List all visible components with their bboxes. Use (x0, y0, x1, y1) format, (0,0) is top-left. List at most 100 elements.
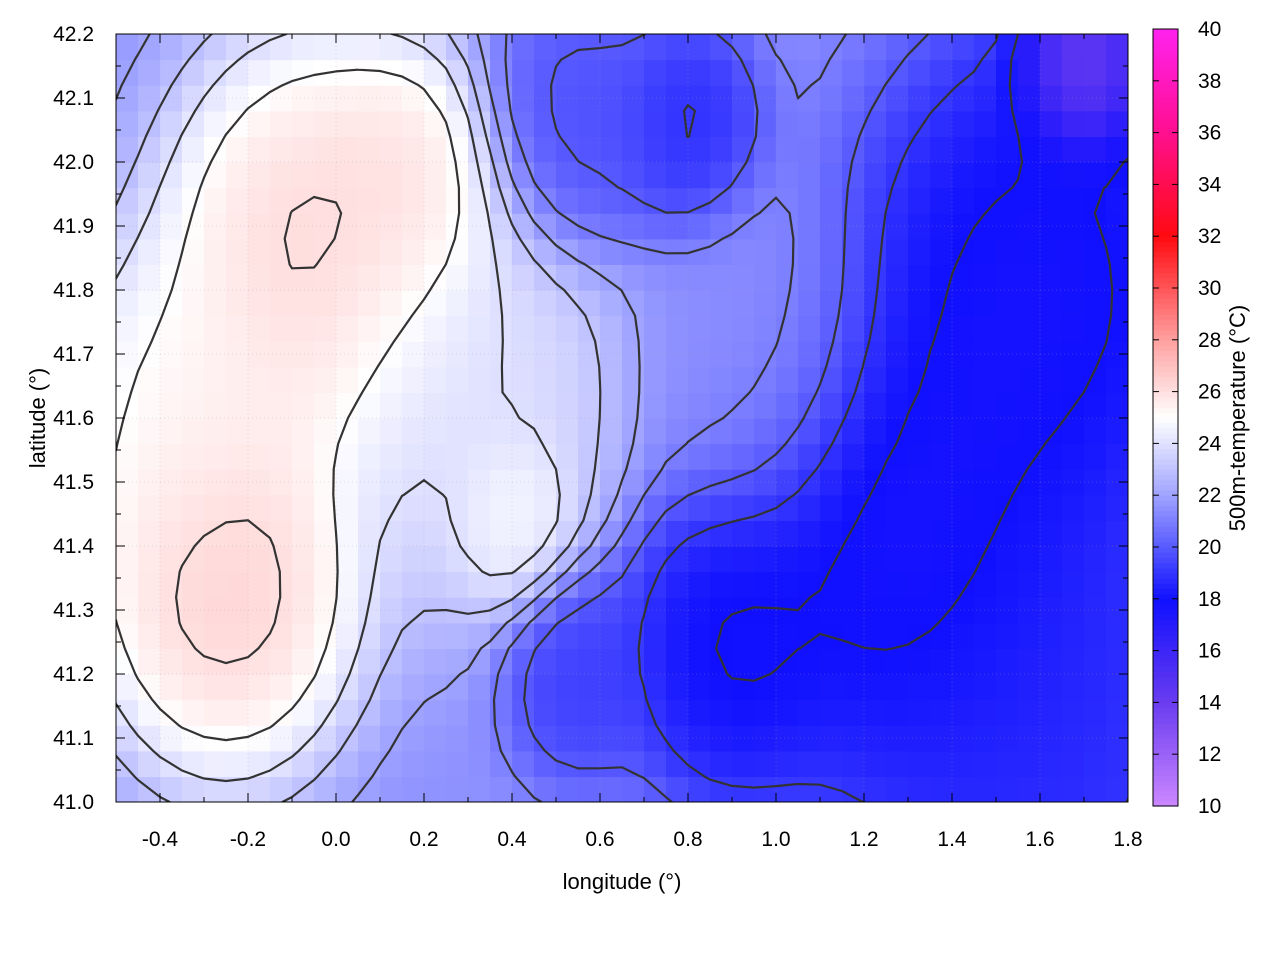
heatmap-cell (798, 469, 821, 496)
colorbar-segment (1153, 49, 1178, 56)
heatmap-cell (776, 162, 799, 189)
heatmap-cell (248, 392, 271, 419)
heatmap-cell (952, 520, 975, 547)
heatmap-cell (248, 699, 271, 726)
colorbar-tick-label: 40 (1198, 18, 1221, 41)
heatmap-cell (556, 699, 579, 726)
heatmap-cell (1084, 418, 1107, 445)
heatmap-cell (578, 725, 601, 752)
y-tick-label: 42.2 (53, 23, 94, 46)
heatmap-cell (1018, 162, 1041, 189)
heatmap-cell (446, 418, 469, 445)
heatmap-cell (490, 674, 513, 701)
heatmap-cell (534, 290, 557, 317)
colorbar-segment (1153, 609, 1178, 615)
heatmap-cell (820, 264, 843, 291)
heatmap-cell (160, 85, 183, 112)
heatmap-cell (336, 187, 359, 214)
heatmap-cell (270, 674, 293, 701)
heatmap-cell (1106, 494, 1128, 521)
colorbar-segment (1153, 91, 1178, 97)
heatmap-cell (864, 341, 887, 368)
heatmap-cell (424, 59, 447, 86)
heatmap-cell (402, 341, 425, 368)
heatmap-cell (1106, 392, 1128, 419)
colorbar-segment (1153, 355, 1178, 362)
heatmap-cell (556, 648, 579, 675)
heatmap-cell (952, 597, 975, 624)
heatmap-cell (1106, 136, 1128, 163)
heatmap-cell (204, 597, 227, 624)
heatmap-cell (424, 469, 447, 496)
heatmap-cell (820, 648, 843, 675)
heatmap-cell (1106, 622, 1128, 649)
colorbar-segment (1153, 780, 1178, 786)
heatmap-cell (160, 187, 183, 214)
colorbar-segment (1153, 246, 1178, 253)
heatmap-cell (644, 315, 667, 342)
heatmap-cell (556, 341, 579, 368)
heatmap-cell (842, 136, 865, 163)
heatmap-cell (424, 674, 447, 701)
heatmap-cell (622, 315, 645, 342)
heatmap-cell (512, 674, 535, 701)
heatmap-cell (644, 648, 667, 675)
heatmap-cell (226, 238, 249, 265)
heatmap-cell (1040, 494, 1063, 521)
contour-line (637, 34, 1128, 802)
heatmap-cell (578, 162, 601, 189)
heatmap-cell (226, 213, 249, 240)
heatmap-cell (952, 622, 975, 649)
heatmap-cell (182, 290, 205, 317)
colorbar-segment (1153, 96, 1178, 103)
heatmap-cell (688, 59, 711, 86)
heatmap-cell (358, 648, 381, 675)
heatmap-cell (996, 418, 1019, 445)
heatmap-cell (600, 238, 623, 265)
heatmap-cell (974, 213, 997, 240)
heatmap-cell (600, 290, 623, 317)
heatmap-cell (732, 469, 755, 496)
colorbar-segment (1153, 34, 1178, 40)
heatmap-cell (138, 418, 161, 445)
heatmap-cell (1062, 571, 1085, 598)
heatmap-cell (996, 699, 1019, 726)
heatmap-cell (688, 136, 711, 163)
heatmap-cell (116, 110, 139, 137)
heatmap-cell (424, 315, 447, 342)
heatmap-cell (776, 238, 799, 265)
heatmap-cell (358, 699, 381, 726)
contour-line (175, 195, 343, 665)
heatmap-cell (204, 59, 227, 86)
heatmap-cell (710, 213, 733, 240)
heatmap-cell (182, 59, 205, 86)
heatmap-cell (952, 776, 975, 802)
heatmap-cell (1018, 315, 1041, 342)
heatmap-cell (446, 110, 469, 137)
heatmap-cell (798, 776, 821, 802)
heatmap-cell (292, 418, 315, 445)
heatmap-cell (160, 162, 183, 189)
heatmap-cell (688, 546, 711, 573)
heatmap-cell (1018, 187, 1041, 214)
heatmap-cell (534, 34, 557, 61)
heatmap-cell (1084, 392, 1107, 419)
heatmap-cell (710, 776, 733, 802)
colorbar-segment (1153, 39, 1178, 46)
colorbar-segment (1153, 552, 1178, 558)
heatmap-cell (666, 443, 689, 470)
heatmap-cell (424, 546, 447, 573)
heatmap-cell (820, 443, 843, 470)
heatmap-cell (864, 187, 887, 214)
heatmap-cell (556, 418, 579, 445)
heatmap-cell (226, 648, 249, 675)
heatmap-cell (160, 776, 183, 802)
heatmap-cell (226, 674, 249, 701)
heatmap-cell (908, 520, 931, 547)
heatmap-cell (358, 750, 381, 777)
heatmap-cell (314, 264, 337, 291)
heatmap-cell (116, 776, 139, 802)
heatmap-cell (446, 571, 469, 598)
colorbar-segment (1153, 60, 1178, 66)
heatmap-cell (996, 776, 1019, 802)
